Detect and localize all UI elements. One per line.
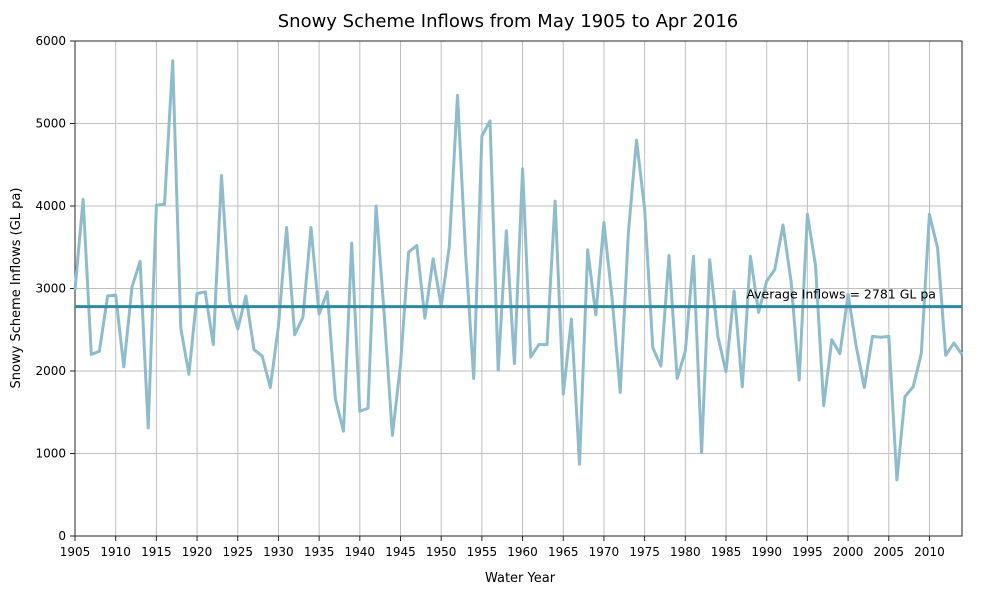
x-tick-label: 1970: [589, 545, 620, 559]
y-tick-label: 0: [58, 529, 66, 543]
y-tick-label: 5000: [35, 117, 66, 131]
x-tick-label: 1955: [467, 545, 498, 559]
y-tick-label: 2000: [35, 364, 66, 378]
x-tick-label: 1945: [385, 545, 416, 559]
x-tick-label: 1925: [222, 545, 253, 559]
y-tick-label: 3000: [35, 282, 66, 296]
x-tick-label: 2010: [914, 545, 945, 559]
x-tick-label: 2000: [833, 545, 864, 559]
x-tick-label: 1990: [751, 545, 782, 559]
x-gridlines: [74, 41, 930, 536]
x-tick-label: 1930: [263, 545, 294, 559]
y-tick-label: 6000: [35, 34, 66, 48]
x-tick-labels: 1905 1910 1915 1920 1925 1930 1935 1940 1945 1950…: [60, 536, 945, 559]
x-tick-label: 1935: [304, 545, 335, 559]
average-annotation: Average Inflows = 2781 GL pa: [746, 287, 936, 302]
y-tick-label: 4000: [35, 199, 66, 213]
x-tick-label: 1905: [60, 545, 91, 559]
x-tick-label: 1960: [507, 545, 538, 559]
inflow-series-line: [73, 59, 964, 482]
x-tick-label: 1980: [670, 545, 701, 559]
x-tick-label: 1920: [182, 545, 213, 559]
x-tick-label: 1940: [345, 545, 376, 559]
x-tick-label: 2005: [873, 545, 904, 559]
y-tick-labels: 0 1000 2000 3000 4000 5000 6000: [35, 34, 75, 543]
y-tick-label: 1000: [35, 447, 66, 461]
x-axis-label: Water Year: [485, 571, 556, 586]
x-tick-label: 1985: [711, 545, 742, 559]
x-tick-label: 1910: [100, 545, 131, 559]
chart-title: Snowy Scheme Inflows from May 1905 to Ap…: [278, 11, 739, 32]
x-tick-label: 1975: [629, 545, 660, 559]
y-axis-label: Snowy Scheme Inflows (GL pa): [9, 188, 24, 389]
x-tick-label: 1915: [141, 545, 172, 559]
x-tick-label: 1995: [792, 545, 823, 559]
x-tick-label: 1965: [548, 545, 579, 559]
x-tick-label: 1950: [426, 545, 457, 559]
